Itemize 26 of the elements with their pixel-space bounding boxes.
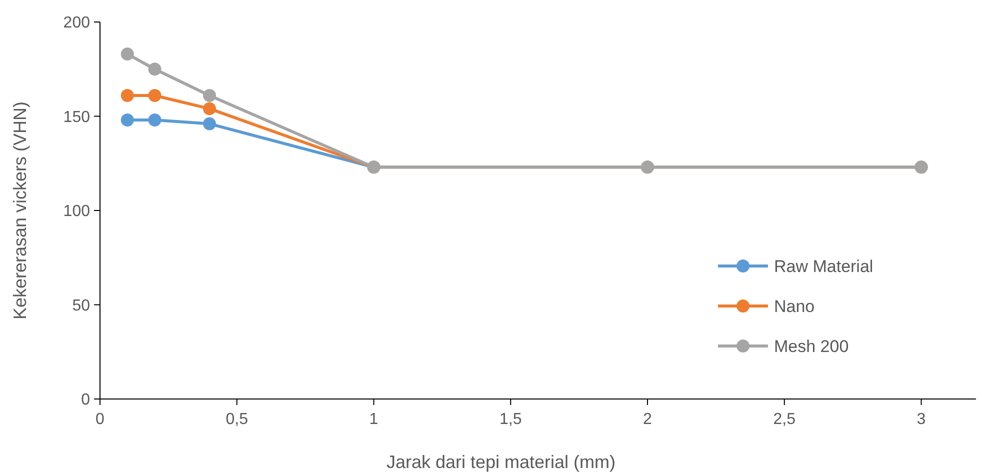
- point: [148, 62, 162, 76]
- y-tick-label: 100: [63, 203, 90, 220]
- y-tick-label: 0: [81, 392, 90, 409]
- point: [203, 117, 216, 130]
- legend-label: Raw Material: [774, 256, 874, 276]
- point: [148, 114, 162, 127]
- point: [148, 89, 162, 102]
- y-tick-label: 150: [63, 108, 90, 126]
- x-axis-title: Jarak dari tepi material (mm): [386, 452, 616, 472]
- x-tick-label: 3: [916, 411, 926, 428]
- legend-label: Nano: [774, 296, 815, 316]
- y-tick-label: 200: [63, 14, 90, 32]
- x-tick-label: 2,5: [773, 411, 796, 428]
- x-tick-label: 2: [643, 411, 652, 428]
- x-tick-label: 0,5: [226, 411, 248, 428]
- point: [120, 89, 134, 102]
- point: [120, 114, 134, 127]
- point: [203, 102, 216, 116]
- point: [203, 89, 216, 102]
- x-tick-label: 1,5: [500, 411, 522, 428]
- x-tick-label: 0: [96, 411, 105, 428]
- legend-label: Mesh 200: [774, 336, 849, 356]
- x-tick-label: 1: [369, 411, 378, 428]
- y-axis-title: Kekererasan vickers (VHN): [10, 101, 30, 320]
- y-tick-label: 50: [72, 297, 90, 314]
- point: [120, 48, 134, 61]
